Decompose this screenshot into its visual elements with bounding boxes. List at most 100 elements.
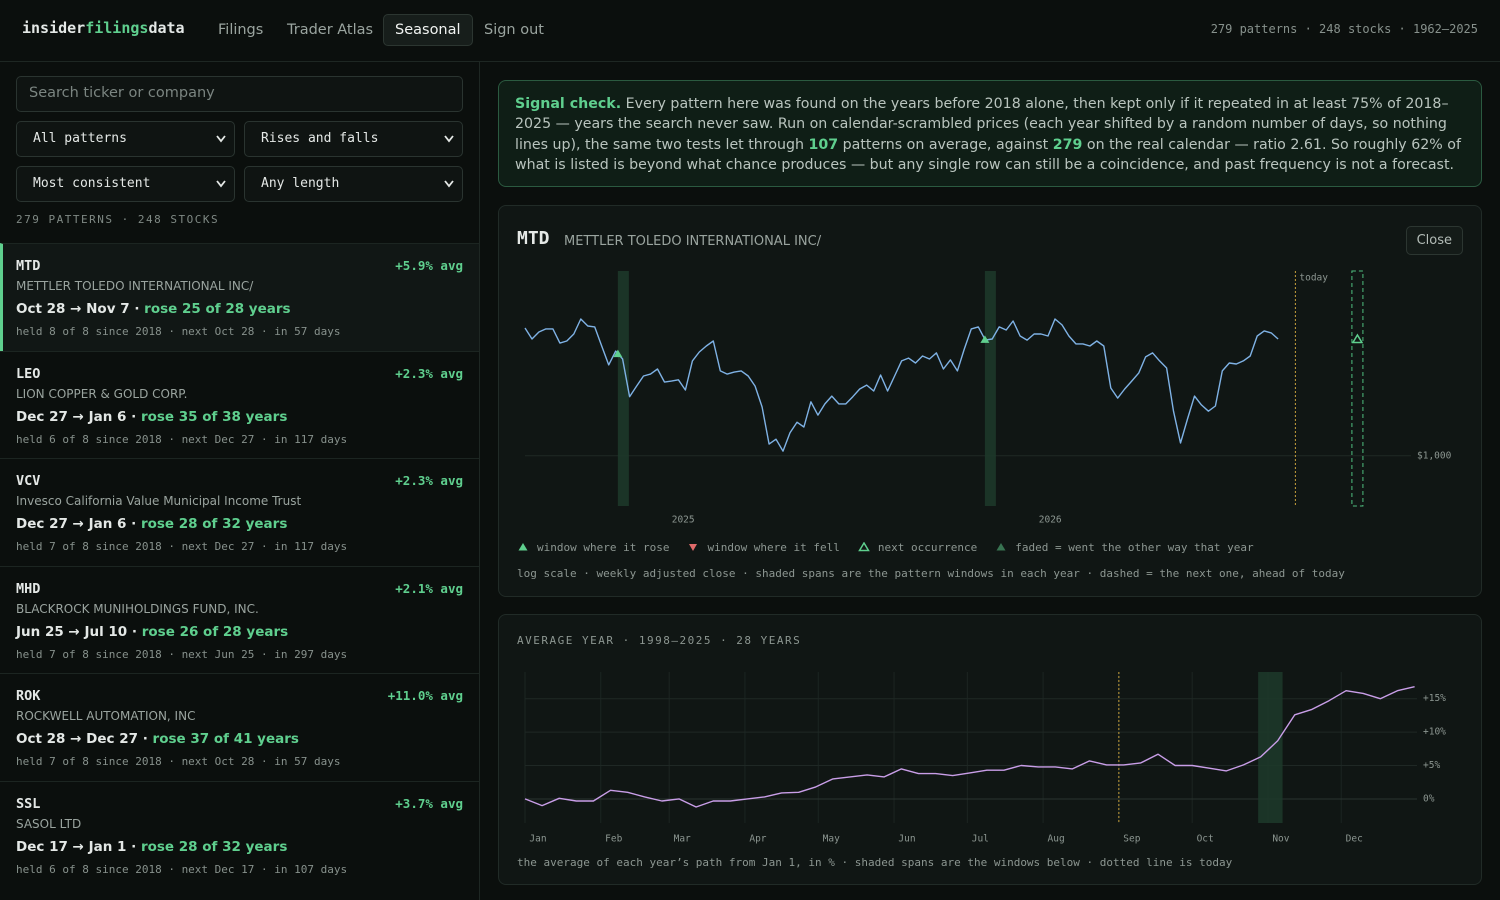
- y-tick-label: 0%: [1423, 793, 1435, 804]
- nav-link[interactable]: Seasonal: [383, 14, 473, 46]
- avg-return: +3.7% avg: [395, 795, 463, 811]
- x-tick-label: Nov: [1272, 834, 1289, 845]
- legend-label: window where it rose: [537, 541, 670, 554]
- sidebar: Search ticker or company All patterns Rise…: [0, 62, 480, 900]
- window-stat: rose 35 of 38 years: [140, 408, 288, 425]
- nav-link[interactable]: Filings: [218, 22, 264, 38]
- window-stat: rose 26 of 28 years: [141, 623, 289, 640]
- close-button[interactable]: Close: [1405, 226, 1463, 255]
- chart: 2025 2026 $1,000 today: [524, 270, 1452, 526]
- legend-item: window where it rose: [517, 541, 669, 554]
- next-marker: [1351, 333, 1364, 344]
- pattern-item[interactable]: MTD +5.9% avg METTLER TOLEDO INTERNATIONAL…: [0, 243, 479, 351]
- chevron: [444, 135, 454, 143]
- company-name: METTLER TOLEDO INTERNATIONAL INC/: [16, 279, 254, 293]
- company-name: LION COPPER & GOLD CORP.: [16, 386, 188, 401]
- today-label: today: [1299, 273, 1328, 284]
- legend-symbol: [996, 543, 1006, 551]
- window-span: [617, 271, 629, 506]
- filter-select[interactable]: Rises and falls: [244, 121, 463, 157]
- x-tick-label: May: [823, 834, 840, 845]
- ticker: MHD: [16, 580, 41, 597]
- signal-text: patterns on average, against: [838, 136, 1053, 153]
- legend-triangle: [858, 541, 870, 552]
- filter-select[interactable]: All patterns: [16, 121, 235, 157]
- legend-label: next occurrence: [877, 541, 978, 554]
- header-stats: 279 patterns · 248 stocks · 1962–2025: [1210, 22, 1478, 36]
- item-detail: held 7 of 8 since 2018 · next Dec 27 · i…: [16, 540, 348, 553]
- search-input[interactable]: Search ticker or company: [16, 76, 463, 112]
- pattern-item[interactable]: ROK +11.0% avg ROCKWELL AUTOMATION, INC Oct…: [0, 673, 479, 781]
- legend-label: faded = went the other way that year: [1015, 541, 1254, 554]
- filter-select[interactable]: Most consistent: [16, 166, 235, 202]
- pattern-item[interactable]: VCV +2.3% avg Invesco California Value Mun…: [0, 458, 479, 566]
- signal-check: Signal check. Every pattern here was fou…: [498, 80, 1482, 187]
- window-dates: Oct 28 → Dec 27: [16, 731, 138, 747]
- chevron: [444, 180, 454, 188]
- filter-label: Any length: [261, 176, 340, 191]
- y-tick-label: +15%: [1423, 693, 1446, 704]
- x-tick-label: Mar: [674, 834, 691, 845]
- separator: ·: [131, 623, 138, 640]
- window-stat: rose 25 of 28 years: [144, 301, 291, 317]
- avg-return: +11.0% avg: [387, 688, 463, 703]
- avg-return: +2.1% avg: [395, 580, 463, 596]
- x-tick-label: 2026: [1039, 515, 1062, 526]
- avg-return: +2.3% avg: [395, 365, 463, 381]
- window-stat: rose 37 of 41 years: [152, 731, 299, 747]
- separator: ·: [134, 301, 140, 317]
- pattern-item[interactable]: LEO +2.3% avg LION COPPER & GOLD CORP. Dec …: [0, 350, 479, 459]
- window-dates: Dec 17 → Jan 1: [16, 838, 127, 855]
- chevron-path: [444, 135, 454, 143]
- nav-link[interactable]: Trader Atlas: [287, 22, 374, 38]
- nav-link[interactable]: Sign out: [484, 22, 544, 38]
- window-stat: rose 28 of 32 years: [140, 516, 288, 532]
- ticker: SSL: [16, 795, 41, 812]
- separator: ·: [142, 731, 148, 747]
- detail-name: METTLER TOLEDO INTERNATIONAL INC/: [564, 234, 822, 249]
- ticker: MTD: [16, 258, 41, 274]
- price-line: [524, 686, 1415, 808]
- x-tick-label: Sep: [1123, 834, 1140, 845]
- x-tick-label: Feb: [605, 834, 622, 845]
- item-detail: held 7 of 8 since 2018 · next Oct 28 · i…: [16, 755, 341, 768]
- chevron-path: [216, 180, 226, 188]
- detail-panel: 2025 2026 $1,000 today window where it rose w…: [498, 205, 1482, 597]
- window-dates: Dec 27 → Jan 6: [16, 516, 127, 532]
- ticker: LEO: [16, 365, 41, 382]
- signal-text: Every pattern here was found on the year…: [515, 96, 1449, 153]
- window-dates: Oct 28 → Nov 7: [16, 301, 130, 317]
- legend-label: window where it fell: [707, 541, 840, 554]
- legend-item: next occurrence: [858, 541, 977, 554]
- legend-symbol: [858, 541, 870, 552]
- brand: insiderfilingsdata: [22, 19, 185, 37]
- x-tick-label: Aug: [1048, 834, 1065, 845]
- pattern-item[interactable]: MHD +2.1% avg BLACKROCK MUNIHOLDINGS FUND,…: [0, 565, 479, 674]
- y-tick-label: +10%: [1423, 727, 1446, 738]
- filter-select[interactable]: Any length: [244, 166, 463, 202]
- x-tick-label: Apr: [749, 834, 766, 845]
- legend-item: window where it fell: [687, 541, 840, 554]
- chart-title: AVERAGE YEAR · 1998–2025 · 28 YEARS: [517, 634, 802, 647]
- legend-triangle: [518, 543, 528, 551]
- separator: ·: [131, 516, 137, 532]
- signal-lead: Signal check.: [515, 96, 622, 112]
- y-tick-label: $1,000: [1417, 450, 1452, 461]
- separator: ·: [131, 838, 137, 855]
- avg-return: +5.9% avg: [395, 258, 463, 273]
- filter-label: Rises and falls: [261, 131, 379, 146]
- window-line: Oct 28 → Nov 7 · rose 25 of 28 years: [16, 301, 291, 317]
- x-tick-label: Jan: [529, 834, 546, 845]
- brand-part: filings: [85, 19, 149, 37]
- ticker: ROK: [16, 688, 41, 704]
- window-marker: [613, 349, 623, 358]
- window-line: Dec 27 → Jan 6 · rose 28 of 32 years: [16, 516, 287, 532]
- separator: ·: [131, 408, 137, 425]
- pattern-count: 279 PATTERNS · 248 STOCKS: [16, 213, 220, 226]
- item-detail: held 7 of 8 since 2018 · next Jun 25 · i…: [16, 647, 348, 661]
- pattern-item[interactable]: SSL +3.7% avg SASOL LTD Dec 17 → Jan 1 · ro…: [0, 780, 479, 889]
- window-span: [984, 271, 996, 506]
- item-detail: held 8 of 8 since 2018 · next Oct 28 · i…: [16, 325, 341, 338]
- ticker: VCV: [16, 473, 41, 489]
